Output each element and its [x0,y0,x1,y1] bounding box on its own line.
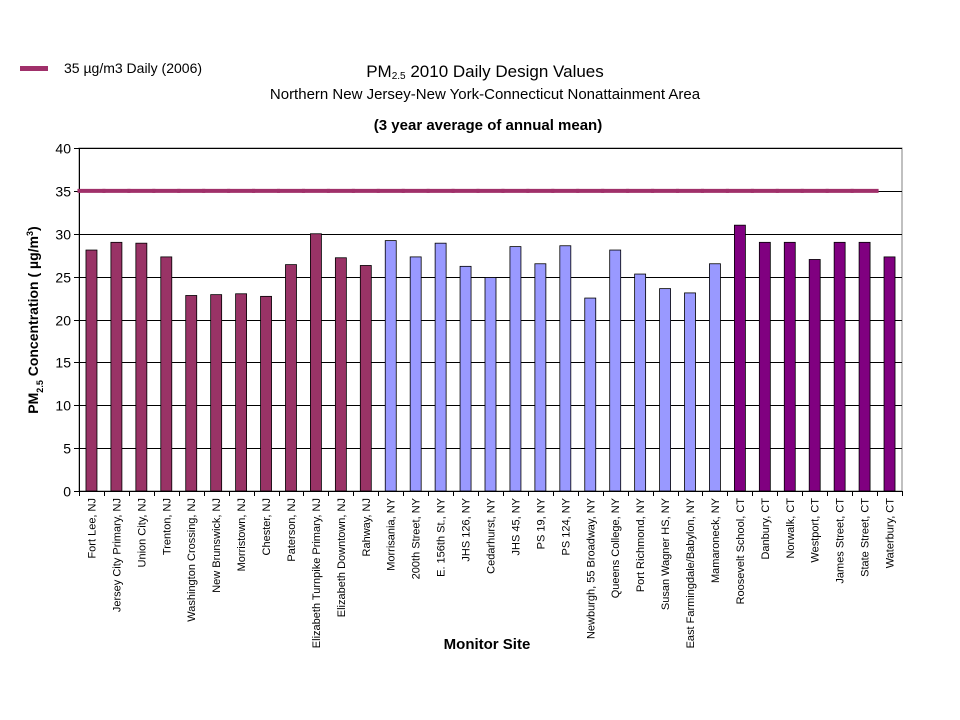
bar [135,242,148,492]
legend-line-swatch [20,66,48,71]
x-tick-label: State Street, CT [860,498,872,577]
bar [235,293,248,492]
x-tick-label: Rahway, NJ [361,498,373,556]
bar [733,224,746,492]
x-tick-label: James Street, CT [835,498,847,584]
x-tick-label: Danbury, CT [760,498,772,560]
x-tick-label: Morristown, NJ [236,498,248,571]
title-pm: PM [366,62,392,81]
x-tick-label: Jersey City Primary, NJ [111,498,123,612]
bar [459,265,472,492]
bar [833,241,846,492]
x-tick-label: Norwalk, CT [785,498,797,559]
x-tick-label: New Brunswick, NJ [211,498,223,593]
bar [509,246,522,492]
bar [808,259,821,492]
bar [584,297,597,492]
y-tick-label: 10 [55,398,71,414]
y-tick-label: 15 [55,355,71,371]
x-tick-label: Newburgh, 55 Broadway, NY [585,497,597,639]
chart-title: PM2.5 2010 Daily Design Values [0,62,960,82]
bar [110,241,123,492]
x-tick-label: Westport, CT [810,498,822,563]
bar [858,241,871,492]
bar [185,295,198,492]
chart-subtitle-2: (3 year average of annual mean) [373,117,603,134]
x-tick-label: Elizabeth Turnpike Primary, NJ [311,498,323,648]
bar [210,294,223,492]
y-axis-label: PM2.5 Concentration ( µg/m3) [25,226,45,413]
bar [260,295,272,492]
y-tick-label: 20 [55,313,71,329]
x-tick-label: Cedarhurst, NY [486,497,498,573]
bar [559,245,572,492]
x-tick-label: PS 124, NY [560,497,572,555]
bar [85,249,98,492]
chart-subtitle: Northern New Jersey-New York-Connecticut… [269,86,701,103]
x-tick-label: Mamaroneck, NY [710,497,722,583]
x-axis-label: Monitor Site [444,636,531,653]
x-tick-label: Susan Wagner HS, NY [660,497,672,610]
y-tick-label: 5 [63,441,71,457]
bar [709,263,721,492]
bar [534,263,547,492]
y-tick-label: 40 [55,141,71,157]
y-tick-label: 25 [55,270,71,286]
bar [285,264,297,492]
x-tick-label: Union City, NJ [136,498,148,567]
bar [434,242,447,492]
bar [160,256,173,492]
bar [659,288,671,492]
x-tick-label: JHS 45, NY [510,497,522,555]
title-subscript: 2.5 [391,71,406,82]
legend-label: 35 µg/m3 Daily (2006) [64,60,203,76]
x-tick-label: Paterson, NJ [286,498,298,562]
bar [484,277,497,492]
x-tick-label: Queens College, NY [610,497,622,598]
x-tick-label: Elizabeth Downtown, NJ [336,498,348,617]
x-tick-label: PS 19, NY [535,497,547,549]
bar [634,273,647,492]
x-tick-label: Fort Lee, NJ [86,498,98,559]
x-tick-label: 200th Street, NY [411,497,423,579]
x-tick-label: Washington Crossing, NJ [186,498,198,622]
x-tick-label: Trenton, NJ [161,498,173,555]
x-tick-label: Roosevelt School, CT [735,498,747,605]
y-tick-label: 0 [63,484,71,500]
x-tick-label: Waterbury, CT [885,498,897,569]
x-tick-label: Morrisania, NY [386,497,398,570]
x-tick-label: JHS 126, NY [461,497,473,561]
bar [334,257,347,492]
bar [609,249,622,492]
bar [409,256,422,492]
bar [384,240,397,492]
y-tick-label: 30 [55,227,71,243]
bar [783,241,796,492]
bar [310,233,322,492]
x-tick-label: East Farmingdale/Babylon, NY [685,497,697,648]
bar [684,292,696,492]
x-tick-label: E. 156th St., NY [436,497,448,577]
title-rest: 2010 Daily Design Values [405,62,604,81]
x-tick-label: Port Richmond, NY [635,497,647,592]
y-tick-label: 35 [55,184,71,200]
bar [359,265,372,492]
bar [758,241,771,492]
x-tick-label: Chester, NJ [261,498,273,555]
bar [883,256,896,492]
